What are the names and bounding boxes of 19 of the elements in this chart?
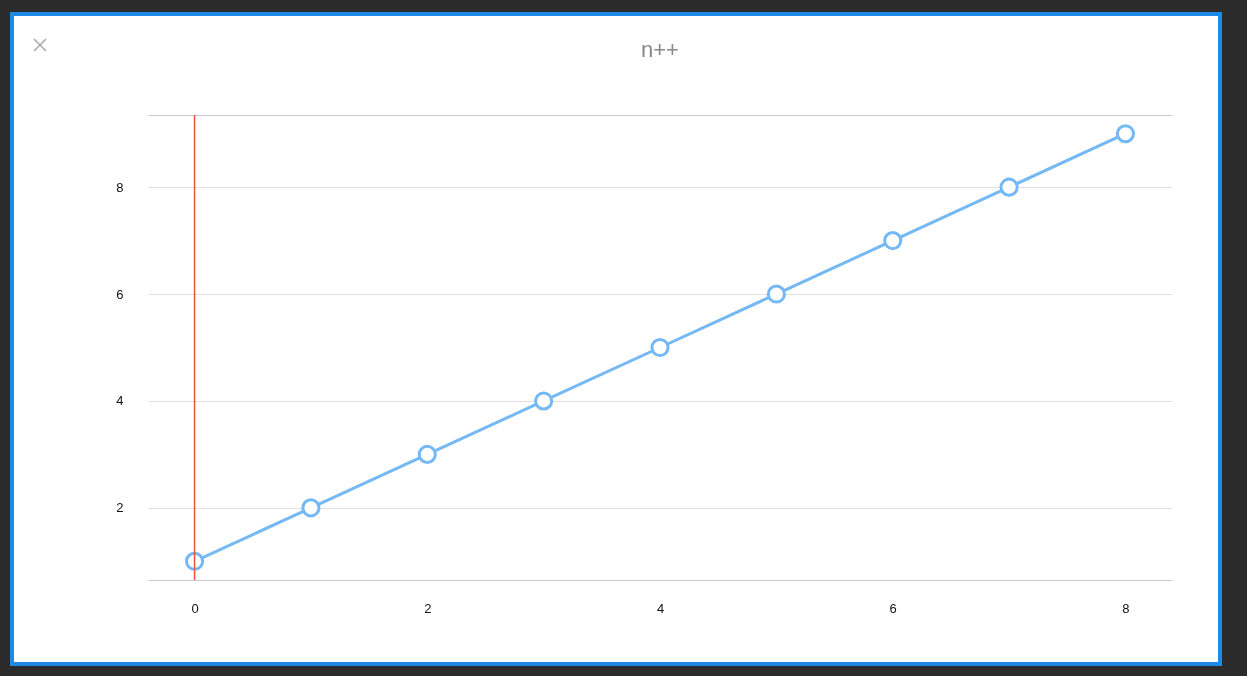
y-tick-label: 2 xyxy=(116,500,124,516)
point xyxy=(1115,124,1136,144)
chart-title: n++ xyxy=(641,37,679,63)
x-tick-label: 6 xyxy=(889,600,897,616)
y-tick-label: 6 xyxy=(116,286,124,302)
x-tick-label: 2 xyxy=(424,600,432,616)
point xyxy=(766,284,786,304)
point xyxy=(883,231,903,251)
y-tick-label: 4 xyxy=(116,393,124,409)
point xyxy=(417,444,437,464)
point xyxy=(650,337,670,358)
point xyxy=(999,177,1019,197)
x-tick-label: 0 xyxy=(191,600,199,616)
point xyxy=(534,391,554,411)
point xyxy=(301,498,321,518)
y-tick-label: 8 xyxy=(116,179,124,195)
point xyxy=(184,551,205,571)
x-tick-label: 4 xyxy=(656,600,665,616)
x-tick-label: 8 xyxy=(1122,600,1130,616)
